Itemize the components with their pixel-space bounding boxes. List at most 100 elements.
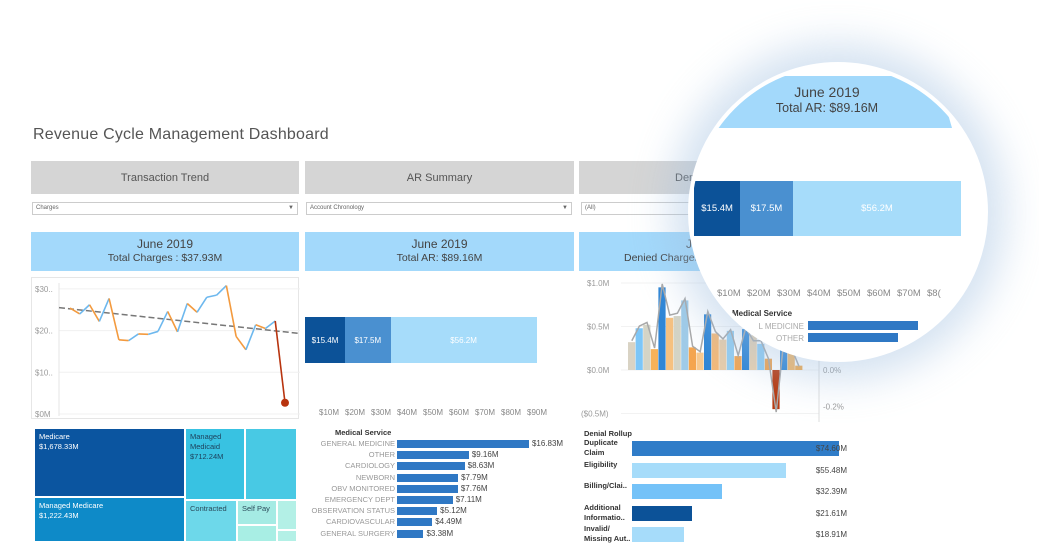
x-tick-label: $10M	[717, 288, 741, 299]
service-bar[interactable]	[397, 474, 458, 482]
trend-segment	[187, 303, 197, 312]
trend-segment	[70, 308, 80, 314]
trend-segment	[158, 311, 168, 331]
period: June 2019	[305, 237, 574, 251]
service-bar[interactable]	[397, 440, 529, 448]
magnified-ar-header: June 2019 Total AR: $89.16M	[702, 76, 952, 128]
denied-bar	[696, 353, 703, 370]
medical-service-chart: Medical Service GENERAL MEDICINE $16.83M O…	[300, 420, 580, 538]
service-bar[interactable]	[397, 530, 423, 538]
trend-segment	[90, 305, 100, 322]
label: Managed Medicaid	[190, 432, 240, 452]
service-label: GENERAL SURGERY	[300, 529, 395, 538]
dropdown-value: Account Chronology	[310, 205, 364, 211]
trend-segment	[109, 298, 119, 339]
denial-value: $74.60M	[816, 444, 847, 453]
tab-ar-summary[interactable]: AR Summary	[305, 161, 574, 194]
trend-segment	[197, 297, 207, 312]
denial-label: Invalid/ Missing Aut..	[584, 524, 634, 544]
service-value: $8.63M	[468, 461, 495, 470]
tab-transaction-trend[interactable]: Transaction Trend	[31, 161, 299, 194]
x-tick-label: $10M	[319, 408, 339, 417]
transaction-trend-chart: $30..$20..$10..$0M	[31, 277, 299, 419]
service-value: $16.83M	[532, 439, 563, 448]
tab-label: AR Summary	[407, 172, 472, 184]
denial-bar[interactable]	[632, 484, 722, 499]
ar-segment[interactable]: $15.4M	[694, 181, 740, 236]
service-label: OBSERVATION STATUS	[300, 506, 395, 515]
service-bar[interactable]	[397, 507, 437, 515]
y-tick-label: $20..	[35, 327, 53, 336]
denial-bar[interactable]	[632, 441, 839, 456]
current-point-marker	[281, 399, 289, 407]
trend-segment	[217, 286, 227, 296]
ar-segment[interactable]: $56.2M	[391, 317, 537, 363]
magnified-axis: $10M$20M$30M$40M$50M$60M$70M$8(	[717, 288, 977, 302]
service-value: $4.49M	[435, 517, 462, 526]
trend-segment	[99, 298, 109, 321]
service-bar[interactable]	[397, 451, 469, 459]
service-value: $3.38M	[426, 529, 453, 538]
denied-bar	[651, 349, 658, 370]
treemap-managed-medicaid[interactable]: Managed Medicaid$712.24M	[185, 428, 245, 500]
y2-tick-label: -0.2%	[823, 403, 844, 412]
service-label: EMERGENCY DEPT	[300, 495, 395, 504]
y-tick-label: $10..	[35, 368, 53, 377]
magnifier-lens: June 2019 Total AR: $89.16M $15.4M$17.5M…	[688, 62, 988, 362]
ar-segment[interactable]: $17.5M	[740, 181, 793, 236]
treemap-self-pay[interactable]: Self Pay	[237, 500, 277, 525]
chart-title: Medical Service	[335, 428, 391, 437]
ar-segment[interactable]: $15.4M	[305, 317, 345, 363]
tab-label: Transaction Trend	[121, 172, 209, 184]
total: Total AR: $89.16M	[702, 101, 952, 115]
trend-segment	[119, 340, 129, 341]
ar-x-axis: $10M$20M$30M$40M$50M$60M$70M$80M$90M	[305, 408, 574, 420]
service-bar[interactable]	[397, 518, 432, 526]
ar-view-dropdown[interactable]: Account Chronology ▼	[306, 202, 572, 215]
trend-segment	[178, 303, 188, 331]
ar-segment[interactable]: $17.5M	[345, 317, 391, 363]
chevron-down-icon: ▼	[562, 203, 568, 214]
x-tick-label: $60M	[867, 288, 891, 299]
treemap-other[interactable]	[245, 428, 297, 500]
trend-line	[59, 308, 300, 334]
trend-segment	[236, 336, 246, 349]
trend-segment	[148, 331, 158, 334]
service-label: CARDIOVASCULAR	[300, 517, 395, 526]
denied-bar	[628, 342, 635, 370]
denial-bar[interactable]	[632, 463, 786, 478]
treemap-managed-medicare[interactable]: Managed Medicare$1,222.43M	[34, 497, 185, 542]
service-bar[interactable]	[397, 462, 465, 470]
trend-segment	[256, 325, 266, 329]
treemap-small[interactable]	[277, 500, 297, 530]
denied-bar	[719, 340, 726, 370]
ar-segment[interactable]: $56.2M	[793, 181, 962, 236]
denied-bar	[636, 328, 643, 370]
x-tick-label: $20M	[747, 288, 771, 299]
denied-bar	[712, 333, 719, 370]
service-bar[interactable]	[397, 496, 453, 504]
service-bar[interactable]	[397, 485, 458, 493]
treemap-medicare[interactable]: Medicare$1,678.33M	[34, 428, 185, 497]
denial-value: $32.39M	[816, 487, 847, 496]
x-tick-label: $50M	[423, 408, 443, 417]
value: $1,678.33M	[39, 442, 180, 452]
label: Contracted	[190, 504, 232, 514]
x-tick-label: $90M	[527, 408, 547, 417]
treemap-contracted[interactable]: Contracted	[185, 500, 237, 542]
service-label: OBV MONITORED	[300, 484, 395, 493]
denial-label: Duplicate Claim	[584, 438, 634, 458]
denial-bar[interactable]	[632, 506, 692, 521]
service-value: $9.16M	[472, 450, 499, 459]
treemap-small[interactable]	[277, 530, 297, 542]
chevron-down-icon: ▼	[288, 203, 294, 214]
transaction-type-dropdown[interactable]: Charges▼	[32, 202, 298, 215]
service-label: GENERAL MEDICINE	[300, 439, 395, 448]
denial-value: $55.48M	[816, 466, 847, 475]
treemap-small[interactable]	[237, 525, 277, 542]
service-label: NEWBORN	[300, 473, 395, 482]
denial-bar[interactable]	[632, 527, 684, 542]
x-tick-label: $30M	[371, 408, 391, 417]
x-tick-label: $50M	[837, 288, 861, 299]
